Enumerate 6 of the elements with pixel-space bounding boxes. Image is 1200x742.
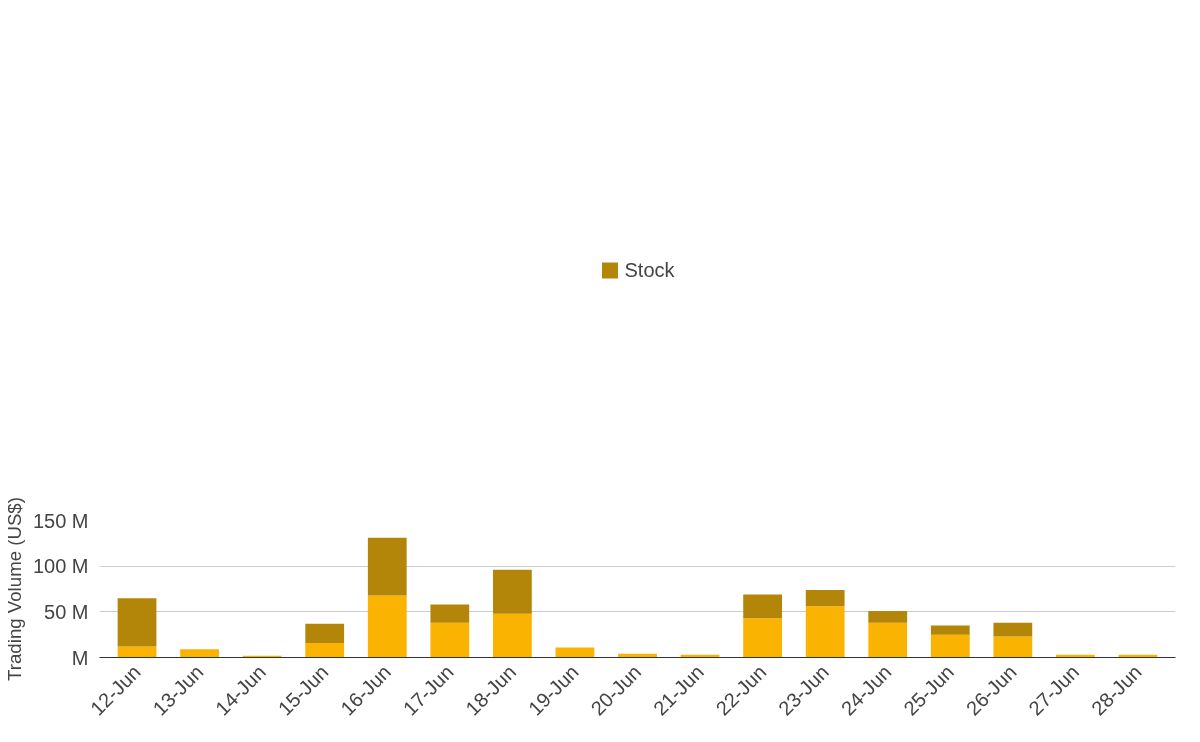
y-tick-label: M [71,646,89,669]
y-tick-label: 50 M [44,600,89,623]
legend-label: Stock [624,258,675,282]
y-tick-label: 150 M [32,509,89,532]
y-tick-label: 100 M [32,555,89,578]
y-axis-title: Trading Volume (US$) [3,497,25,681]
